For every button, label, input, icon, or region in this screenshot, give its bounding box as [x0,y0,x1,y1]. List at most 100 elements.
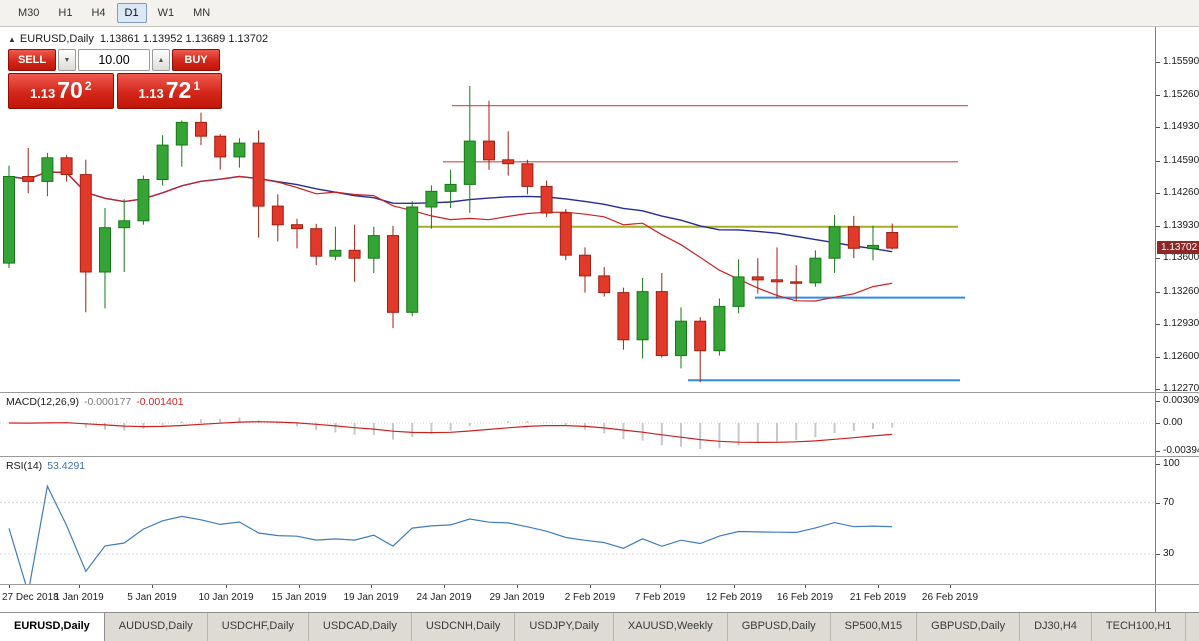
date-tick-label: 5 Jan 2019 [127,592,177,603]
chart-tab-usdcnh-daily[interactable]: USDCNH,Daily [412,613,516,641]
date-tick [660,584,661,588]
date-tick-label: 12 Feb 2019 [705,592,763,603]
candle [137,175,150,225]
candle [771,247,783,299]
candle [387,225,399,329]
candle [156,135,169,186]
rsi-scale-label: 70 [1156,497,1174,508]
price-tick-label: 1.14590 [1156,155,1199,166]
rsi-line [8,484,893,585]
candle [195,112,207,146]
date-tick [226,584,227,588]
candle [291,218,303,249]
main-price-chart[interactable] [0,27,1155,392]
macd-signal-line [8,421,893,444]
chart-ohlc-values: 1.13861 1.13952 1.13689 1.13702 [99,33,269,45]
candle [713,298,726,356]
candle [348,224,361,282]
date-tick [9,584,10,588]
sell-price-button[interactable]: 1.13 70 2 [8,73,114,109]
sell-price-pipette: 2 [84,79,92,93]
panel-toggle-icon[interactable]: ▲ [8,35,16,44]
date-tick [371,584,372,588]
candle [655,273,668,358]
rsi-name: RSI(14) [6,460,43,472]
chevron-down-icon: ▼ [63,56,71,64]
candle [559,209,572,261]
date-tick-label: 15 Jan 2019 [271,592,327,603]
buy-button[interactable]: BUY [172,49,220,71]
volume-decrease-button[interactable]: ▼ [58,49,76,71]
price-tick-label: 1.15590 [1156,56,1199,67]
chart-tab-xauusd-weekly[interactable]: XAUUSD,Weekly [614,613,728,641]
rsi-indicator-chart[interactable] [0,457,1155,585]
candle [233,138,246,168]
timeframe-button-m30[interactable]: M30 [18,7,40,19]
volume-increase-button[interactable]: ▲ [152,49,170,71]
sell-button[interactable]: SELL [8,49,56,71]
macd-scale-label: 0.00 [1156,417,1182,428]
price-tick-label: 1.13260 [1156,286,1199,297]
candle [463,86,476,213]
macd-signal-value: -0.001401 [136,396,184,408]
chart-tab-gbpusd-daily[interactable]: GBPUSD,Daily [917,613,1021,641]
price-tick-label: 1.14260 [1156,187,1199,198]
candle [214,134,227,170]
candle [3,165,15,268]
chart-tab-dj30-h4[interactable]: DJ30,H4 [1020,613,1092,641]
timeframe-button-h1[interactable]: H1 [58,7,73,19]
candle [79,159,92,313]
rsi-indicator-label: RSI(14) 53.4291 [6,460,85,472]
chart-tab-eurusd-daily[interactable]: EURUSD,Daily [0,613,105,641]
candle [847,215,860,259]
timeframe-button-h4[interactable]: H4 [91,7,106,19]
panel-divider [0,584,1199,585]
candle [694,317,707,383]
date-tick-label: 21 Feb 2019 [849,592,907,603]
chart-tab-tech100-h1[interactable]: TECH100,H1 [1092,613,1187,641]
buy-price-pips: 72 [165,77,192,103]
rsi-scale-label: 100 [1156,458,1180,469]
chart-tab-usdcad-daily[interactable]: USDCAD,Daily [309,613,412,641]
candle [886,223,899,250]
volume-input[interactable] [78,49,150,71]
timeframe-button-mn[interactable]: MN [193,7,211,19]
date-tick [734,584,735,588]
candle [99,208,111,309]
candle [790,265,803,302]
date-tick-label: 10 Jan 2019 [198,592,254,603]
buy-price-figure: 1.13 [138,86,164,101]
fast-ma-line [8,171,893,302]
price-tick-label: 1.12930 [1156,318,1199,329]
candle [60,154,73,182]
chart-tab-audusd-daily[interactable]: AUDUSD,Daily [105,613,208,641]
buy-price-button[interactable]: 1.13 72 1 [116,73,222,109]
timeframe-button-w1[interactable]: W1 [157,7,175,19]
current-price-tag: 1.13702 [1157,241,1199,254]
macd-indicator-chart[interactable] [0,393,1155,457]
date-tick [444,584,445,588]
chart-tab-usdchf-daily[interactable]: USDCHF,Daily [208,613,309,641]
chart-tab-gbpusd-daily[interactable]: GBPUSD,Daily [728,613,831,641]
candle [636,277,649,359]
sell-price-figure: 1.13 [29,86,56,101]
candle [22,148,35,194]
chevron-up-icon: ▲ [157,56,165,64]
candle [118,199,131,272]
price-tick-label: 1.13600 [1156,252,1199,263]
chart-tabs-bar: EURUSD,Daily AUDUSD,Daily USDCHF,Daily USDC… [0,612,1199,641]
candle [540,180,553,217]
candle [579,247,591,293]
chart-tab-sp500-m15[interactable]: SP500,M15 [831,613,918,641]
date-tick-label: 1 Jan 2019 [54,592,104,603]
macd-scale-label: 0.003095 [1156,395,1199,406]
time-axis[interactable]: 27 Dec 2018 1 Jan 2019 5 Jan 2019 10 Jan 20… [0,584,1155,612]
chart-tab-usdjpy-daily[interactable]: USDJPY,Daily [515,613,614,641]
candle [751,258,764,294]
timeframe-button-d1[interactable]: D1 [116,3,147,23]
price-axis[interactable]: 1.15590 1.15260 1.14930 1.14590 1.14260 1.139… [1155,27,1199,612]
chart-symbol-label: EURUSD,Daily [19,33,94,45]
date-tick [517,584,518,588]
buy-price-pipette: 1 [193,79,201,93]
macd-value: -0.000177 [83,396,132,408]
